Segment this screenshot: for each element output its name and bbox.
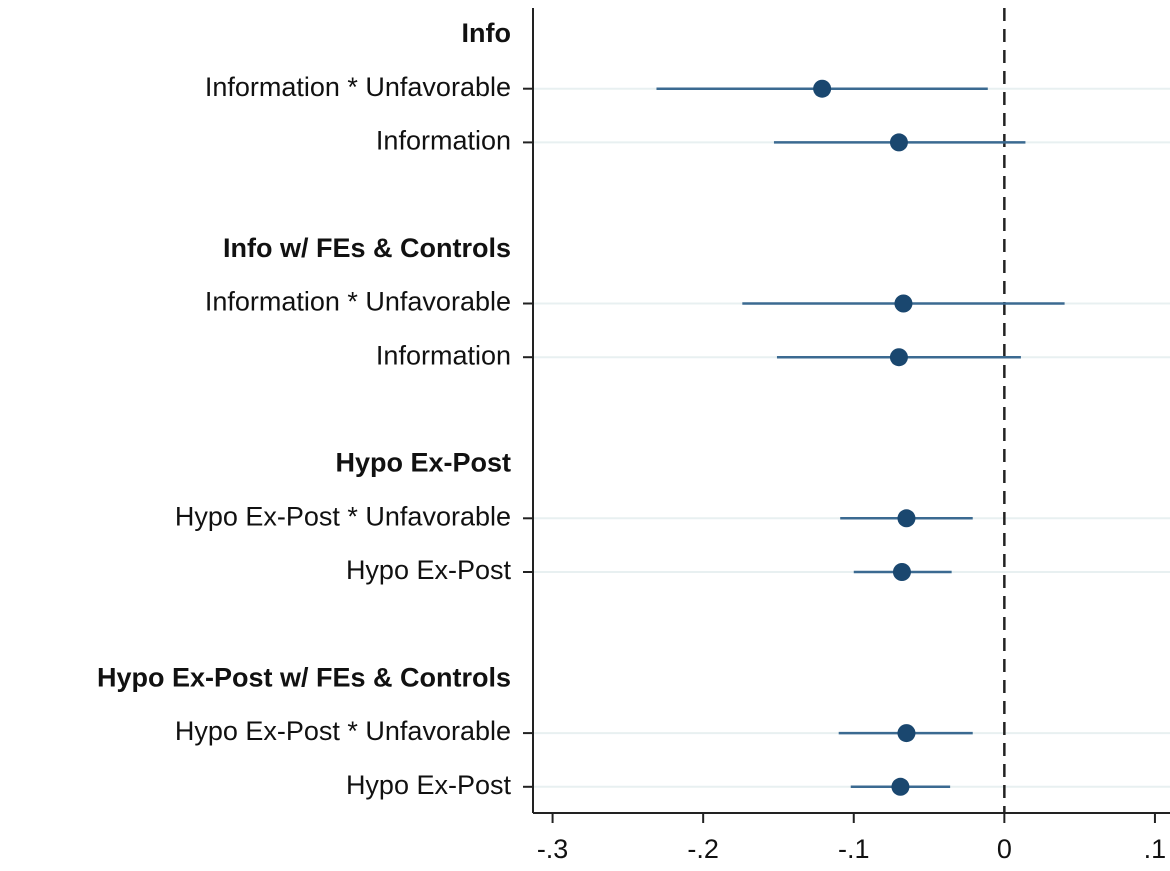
group-title: Info (462, 18, 511, 48)
y-tick-label: Information (376, 340, 511, 370)
x-tick-label: -.2 (687, 834, 719, 864)
group-title: Info w/ FEs & Controls (223, 233, 511, 263)
y-tick-label: Information * Unfavorable (205, 287, 511, 317)
point-estimate (813, 79, 832, 98)
x-tick-label: 0 (997, 834, 1012, 864)
x-tick-label: -.1 (838, 834, 870, 864)
y-tick-label: Hypo Ex-Post * Unfavorable (175, 501, 511, 531)
group-title: Hypo Ex-Post w/ FEs & Controls (97, 663, 511, 693)
point-estimate (889, 133, 908, 152)
point-estimate (889, 348, 908, 367)
y-tick-label: Hypo Ex-Post * Unfavorable (175, 716, 511, 746)
x-tick-label: .1 (1144, 834, 1167, 864)
y-tick-label: Hypo Ex-Post (346, 770, 512, 800)
point-estimate (894, 294, 913, 313)
point-estimate (892, 563, 911, 581)
y-tick-label: Information * Unfavorable (205, 72, 511, 102)
y-tick-label: Information (376, 126, 511, 156)
x-tick-label: -.3 (537, 834, 569, 864)
group-title: Hypo Ex-Post (335, 448, 511, 478)
point-estimate (891, 777, 910, 796)
point-estimate (897, 724, 916, 743)
y-tick-label: Hypo Ex-Post (346, 555, 512, 585)
point-estimate (897, 509, 916, 528)
